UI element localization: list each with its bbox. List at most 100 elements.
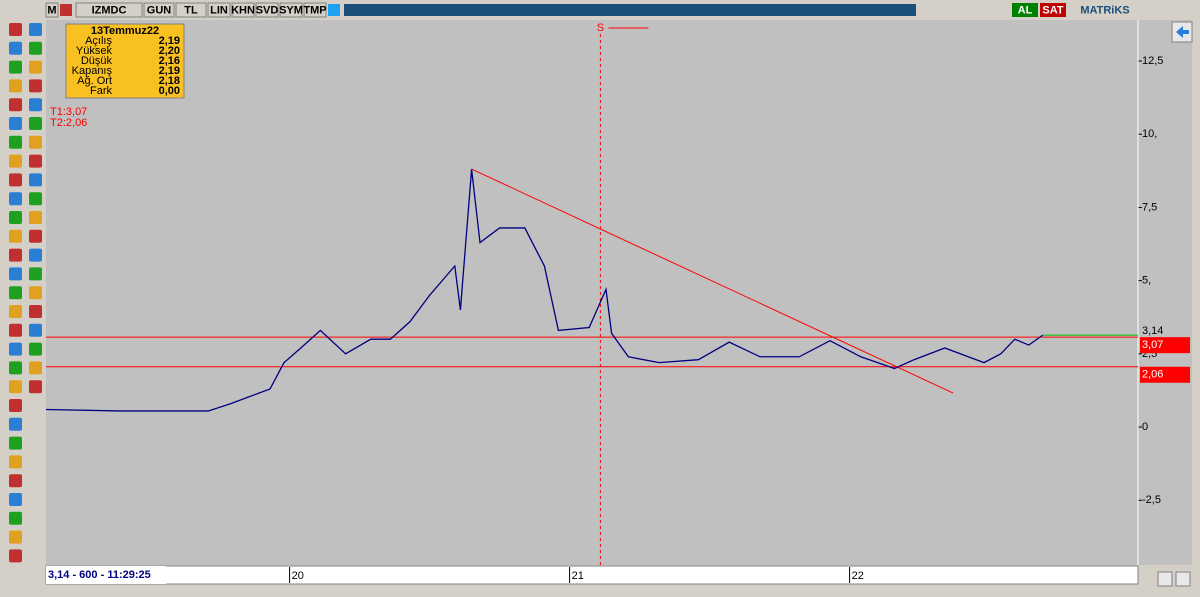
- toolbar-button-label: TMP: [303, 4, 326, 16]
- logo-button[interactable]: [45, 2, 59, 18]
- symbol-box[interactable]: [75, 2, 143, 18]
- tool-icon[interactable]: [29, 323, 42, 337]
- level-box: [1140, 366, 1190, 383]
- tool-icon[interactable]: [9, 211, 22, 224]
- y-tick-label: 0: [1142, 421, 1148, 433]
- tool-icon[interactable]: [9, 380, 22, 394]
- tool-icon[interactable]: [9, 417, 22, 431]
- tool-icon[interactable]: [29, 60, 42, 74]
- tool-icon[interactable]: [9, 511, 22, 525]
- tool-icon[interactable]: [29, 342, 42, 356]
- tool-icon[interactable]: [9, 60, 22, 74]
- buy-button[interactable]: [1012, 3, 1038, 17]
- info-label: Kapanış: [72, 65, 113, 77]
- tool-icon[interactable]: [29, 192, 42, 206]
- settings-button[interactable]: [1175, 571, 1191, 587]
- info-value: 2,19: [159, 35, 180, 47]
- tool-icon[interactable]: [29, 229, 42, 243]
- toolbar-button[interactable]: [255, 2, 279, 18]
- toolbar-button-label: SYM: [279, 4, 303, 16]
- tool-icon[interactable]: [9, 98, 22, 112]
- tool-icon[interactable]: [9, 248, 22, 262]
- y-tick-label: -2,5: [1142, 494, 1161, 506]
- tool-icon[interactable]: [9, 474, 22, 488]
- tool-icon[interactable]: [29, 211, 42, 224]
- toolbar-button-label: TL: [184, 4, 198, 16]
- info-label: Fark: [90, 85, 113, 97]
- toolbar-button[interactable]: [279, 2, 303, 18]
- level-note: T1:3,07: [50, 106, 87, 118]
- tool-icon[interactable]: [9, 41, 22, 55]
- tool-icon[interactable]: [29, 41, 42, 55]
- tool-icon[interactable]: [29, 23, 42, 36]
- y-tick-label: 7,5: [1142, 201, 1157, 213]
- info-value: 0,00: [159, 85, 180, 97]
- tool-icon[interactable]: [29, 380, 42, 394]
- tool-icon[interactable]: [29, 361, 42, 375]
- toolbar-button[interactable]: [231, 2, 255, 18]
- toolbar-button-label: KHN: [231, 4, 255, 16]
- tool-icon[interactable]: [29, 305, 42, 318]
- toolbar-button[interactable]: [175, 2, 207, 18]
- tool-icon[interactable]: [9, 23, 22, 36]
- tool-icon[interactable]: [29, 98, 42, 112]
- status-box: [46, 566, 166, 584]
- info-value: 2,16: [159, 55, 180, 67]
- icon: [60, 4, 72, 16]
- tool-icon[interactable]: [9, 323, 22, 337]
- level-note: T2:2,06: [50, 117, 87, 129]
- sell-button[interactable]: [1040, 3, 1066, 17]
- toolbar-button[interactable]: [143, 2, 175, 18]
- back-icon: [1176, 26, 1189, 38]
- tool-icon[interactable]: [29, 248, 42, 262]
- tool-icon[interactable]: [9, 342, 22, 356]
- tool-icon[interactable]: [9, 229, 22, 243]
- tool-icon[interactable]: [9, 361, 22, 375]
- toolbar-button[interactable]: [303, 2, 327, 18]
- tool-icon[interactable]: [9, 530, 22, 544]
- plot-area: [46, 20, 1138, 565]
- tool-icon[interactable]: [29, 286, 42, 300]
- twitter-icon[interactable]: [328, 4, 340, 16]
- tool-icon[interactable]: [9, 455, 22, 469]
- buy-label: AL: [1018, 4, 1033, 16]
- axis-area: [1138, 20, 1192, 565]
- toolbar-button-label: GUN: [147, 4, 172, 16]
- tool-icon[interactable]: [29, 267, 42, 281]
- toolbar-button[interactable]: [207, 2, 231, 18]
- tool-icon[interactable]: [9, 192, 22, 206]
- tool-icon[interactable]: [29, 117, 42, 130]
- tool-icon[interactable]: [9, 117, 22, 130]
- tool-icon[interactable]: [9, 173, 22, 187]
- tool-icon[interactable]: [9, 135, 22, 149]
- tool-icon[interactable]: [9, 305, 22, 318]
- tool-icon[interactable]: [29, 135, 42, 149]
- info-label: Açılış: [85, 35, 112, 47]
- y-tick-label: 10,: [1142, 128, 1157, 140]
- trendline: [471, 168, 954, 394]
- tool-icon[interactable]: [9, 286, 22, 300]
- y-tick-label: 5,: [1142, 275, 1151, 287]
- tool-icon[interactable]: [9, 436, 22, 450]
- tool-icon[interactable]: [9, 399, 22, 412]
- tool-icon[interactable]: [29, 173, 42, 187]
- symbol-box-label: IZMDC: [92, 4, 127, 16]
- status-text: 3,14 - 600 - 11:29:25: [48, 569, 151, 581]
- level-label: 3,07: [1142, 339, 1163, 351]
- logo-button-label: M: [47, 4, 56, 16]
- signal-label: S: [597, 22, 604, 34]
- sell-label: SAT: [1042, 4, 1063, 16]
- tool-icon[interactable]: [9, 493, 22, 506]
- x-tick-label: 22: [852, 570, 864, 582]
- tool-icon[interactable]: [29, 79, 42, 93]
- toolbar-fill: [344, 4, 916, 16]
- tool-icon[interactable]: [9, 154, 22, 168]
- tool-icon[interactable]: [9, 79, 22, 93]
- tool-icon[interactable]: [9, 267, 22, 281]
- x-tick-label: 21: [572, 570, 584, 582]
- tool-icon[interactable]: [9, 549, 22, 563]
- tool-icon[interactable]: [29, 154, 42, 168]
- refresh-button[interactable]: [1157, 571, 1173, 587]
- info-value: 2,19: [159, 65, 180, 77]
